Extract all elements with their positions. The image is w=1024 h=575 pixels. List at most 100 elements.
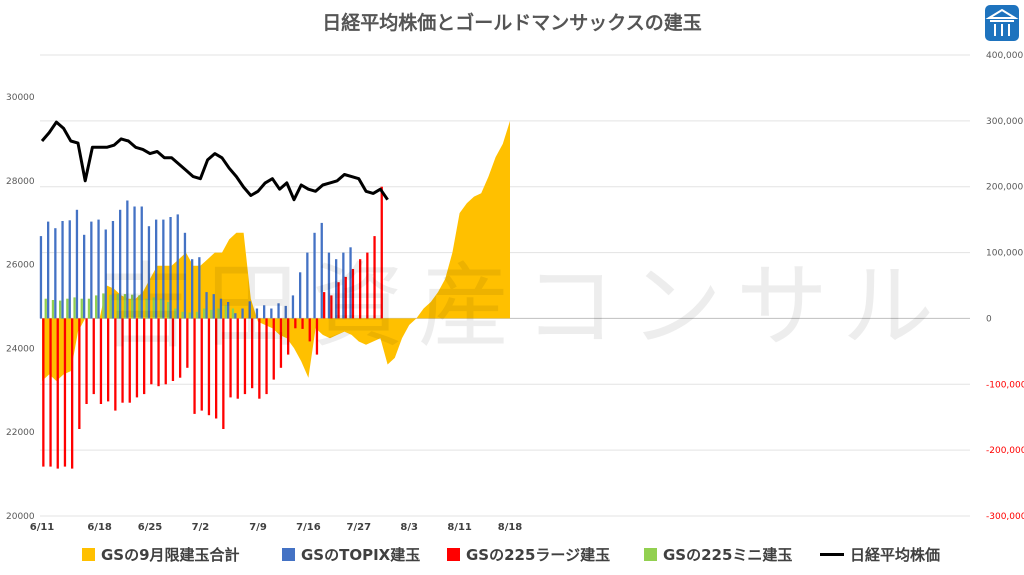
bar-225-mini [51, 300, 55, 319]
x-axis-tick-label: 6/25 [138, 522, 163, 533]
right-axis-tick-label: 0 [986, 314, 992, 324]
legend-label-large: GSの225ラージ建玉 [466, 546, 611, 564]
bar-225-large [279, 318, 283, 368]
x-axis-tick-label: 6/11 [30, 522, 55, 533]
bar-225-mini [159, 298, 163, 319]
right-axis-tick-label: -300,000 [986, 512, 1024, 522]
x-axis-tick-label: 7/16 [296, 522, 321, 533]
bar-225-mini [224, 305, 227, 319]
legend-item-large: GSの225ラージ建玉 [447, 544, 610, 565]
chart-legend: GSの9月限建玉合計 GSのTOPIX建玉 GSの225ラージ建玉 GSの225… [0, 540, 1024, 568]
bar-topix [284, 305, 287, 319]
bar-225-large [272, 318, 275, 380]
bar-topix [54, 228, 57, 319]
bar-topix [97, 219, 100, 319]
bar-225-large [99, 318, 103, 404]
legend-label-nikkei: 日経平均株価 [850, 546, 941, 564]
bar-225-large [49, 318, 52, 467]
bar-225-large [78, 318, 81, 429]
bar-topix [255, 308, 259, 319]
legend-label-topix: GSのTOPIX建玉 [301, 546, 421, 564]
bar-topix [133, 206, 136, 319]
bar-225-mini [102, 293, 105, 319]
legend-label-mini: GSの225ミニ建玉 [663, 546, 793, 564]
legend-swatch-large [447, 548, 460, 561]
legend-swatch-total [82, 548, 95, 561]
bar-225-large [63, 318, 67, 467]
bar-225-mini [59, 300, 62, 319]
bar-topix [104, 229, 107, 319]
legend-item-total: GSの9月限建玉合計 [82, 544, 240, 565]
bar-topix [270, 308, 273, 319]
bar-225-large [337, 282, 340, 319]
bar-topix [342, 252, 345, 319]
bar-topix [291, 295, 295, 319]
bar-225-large [42, 318, 45, 467]
bar-225-large [251, 318, 254, 389]
bar-225-mini [66, 298, 69, 319]
bar-225-large [128, 318, 131, 403]
bar-225-large [258, 318, 261, 399]
bar-225-mini [167, 302, 170, 319]
bar-225-large [135, 318, 139, 398]
bar-topix [90, 221, 93, 319]
bar-225-large [308, 318, 311, 342]
bar-topix [306, 252, 309, 319]
bar-225-mini [87, 298, 91, 319]
bar-topix [313, 232, 316, 319]
bar-225-mini [145, 298, 148, 319]
bar-225-large [107, 318, 110, 402]
bar-225-large [294, 318, 297, 329]
bar-225-large [315, 318, 319, 355]
bar-225-mini [174, 308, 177, 319]
x-axis-tick-label: 6/18 [87, 522, 112, 533]
bar-topix [205, 292, 208, 319]
legend-swatch-topix [282, 548, 295, 561]
bar-225-large [351, 269, 355, 319]
x-axis-tick-label: 8/3 [400, 522, 418, 533]
bar-topix [219, 298, 223, 319]
x-axis-tick-label: 7/9 [249, 522, 267, 533]
x-axis-tick-label: 8/18 [498, 522, 523, 533]
bar-topix [140, 206, 143, 319]
bar-225-mini [231, 308, 235, 319]
bar-topix [162, 219, 165, 319]
bar-225-large [157, 318, 160, 387]
bar-225-mini [152, 297, 155, 319]
legend-item-nikkei: 日経平均株価 [820, 544, 940, 565]
legend-swatch-nikkei [820, 553, 844, 556]
series-total-area [42, 120, 510, 382]
chart-plot-area: 400,000 300,000 200,000 100,000 0 -100,000 -20… [6, 51, 1024, 533]
left-axis-tick-label: 28000 [6, 177, 35, 187]
bar-225-large [243, 318, 247, 395]
bar-topix [327, 252, 331, 319]
bar-topix [241, 308, 244, 319]
bar-topix [335, 259, 338, 319]
bar-225-large [373, 236, 376, 319]
bar-topix [277, 303, 280, 319]
bar-topix [83, 234, 86, 319]
bar-topix [119, 209, 122, 319]
bar-topix [126, 200, 129, 319]
left-axis-tick-label: 30000 [6, 93, 35, 103]
legend-label-total: GSの9月限建玉合計 [101, 546, 240, 564]
bar-225-large [265, 318, 268, 395]
bar-topix [227, 302, 230, 319]
bar-topix [176, 214, 179, 319]
bar-topix [234, 313, 237, 319]
bar-225-large [92, 318, 95, 395]
bar-225-large [121, 318, 124, 403]
bar-225-mini [210, 309, 213, 319]
bar-225-mini [44, 298, 47, 319]
bar-topix [155, 219, 158, 319]
left-axis-tick-label: 22000 [6, 428, 35, 438]
legend-swatch-mini [644, 548, 657, 561]
watermark-text: 吉田資産コンサル [100, 253, 949, 360]
bar-225-large [200, 318, 203, 411]
bar-topix [61, 221, 64, 319]
x-axis-tick-label: 7/2 [192, 522, 210, 533]
bar-225-large [222, 318, 225, 429]
bar-225-mini [109, 294, 112, 319]
company-logo [985, 5, 1019, 41]
bar-225-large [71, 318, 74, 469]
